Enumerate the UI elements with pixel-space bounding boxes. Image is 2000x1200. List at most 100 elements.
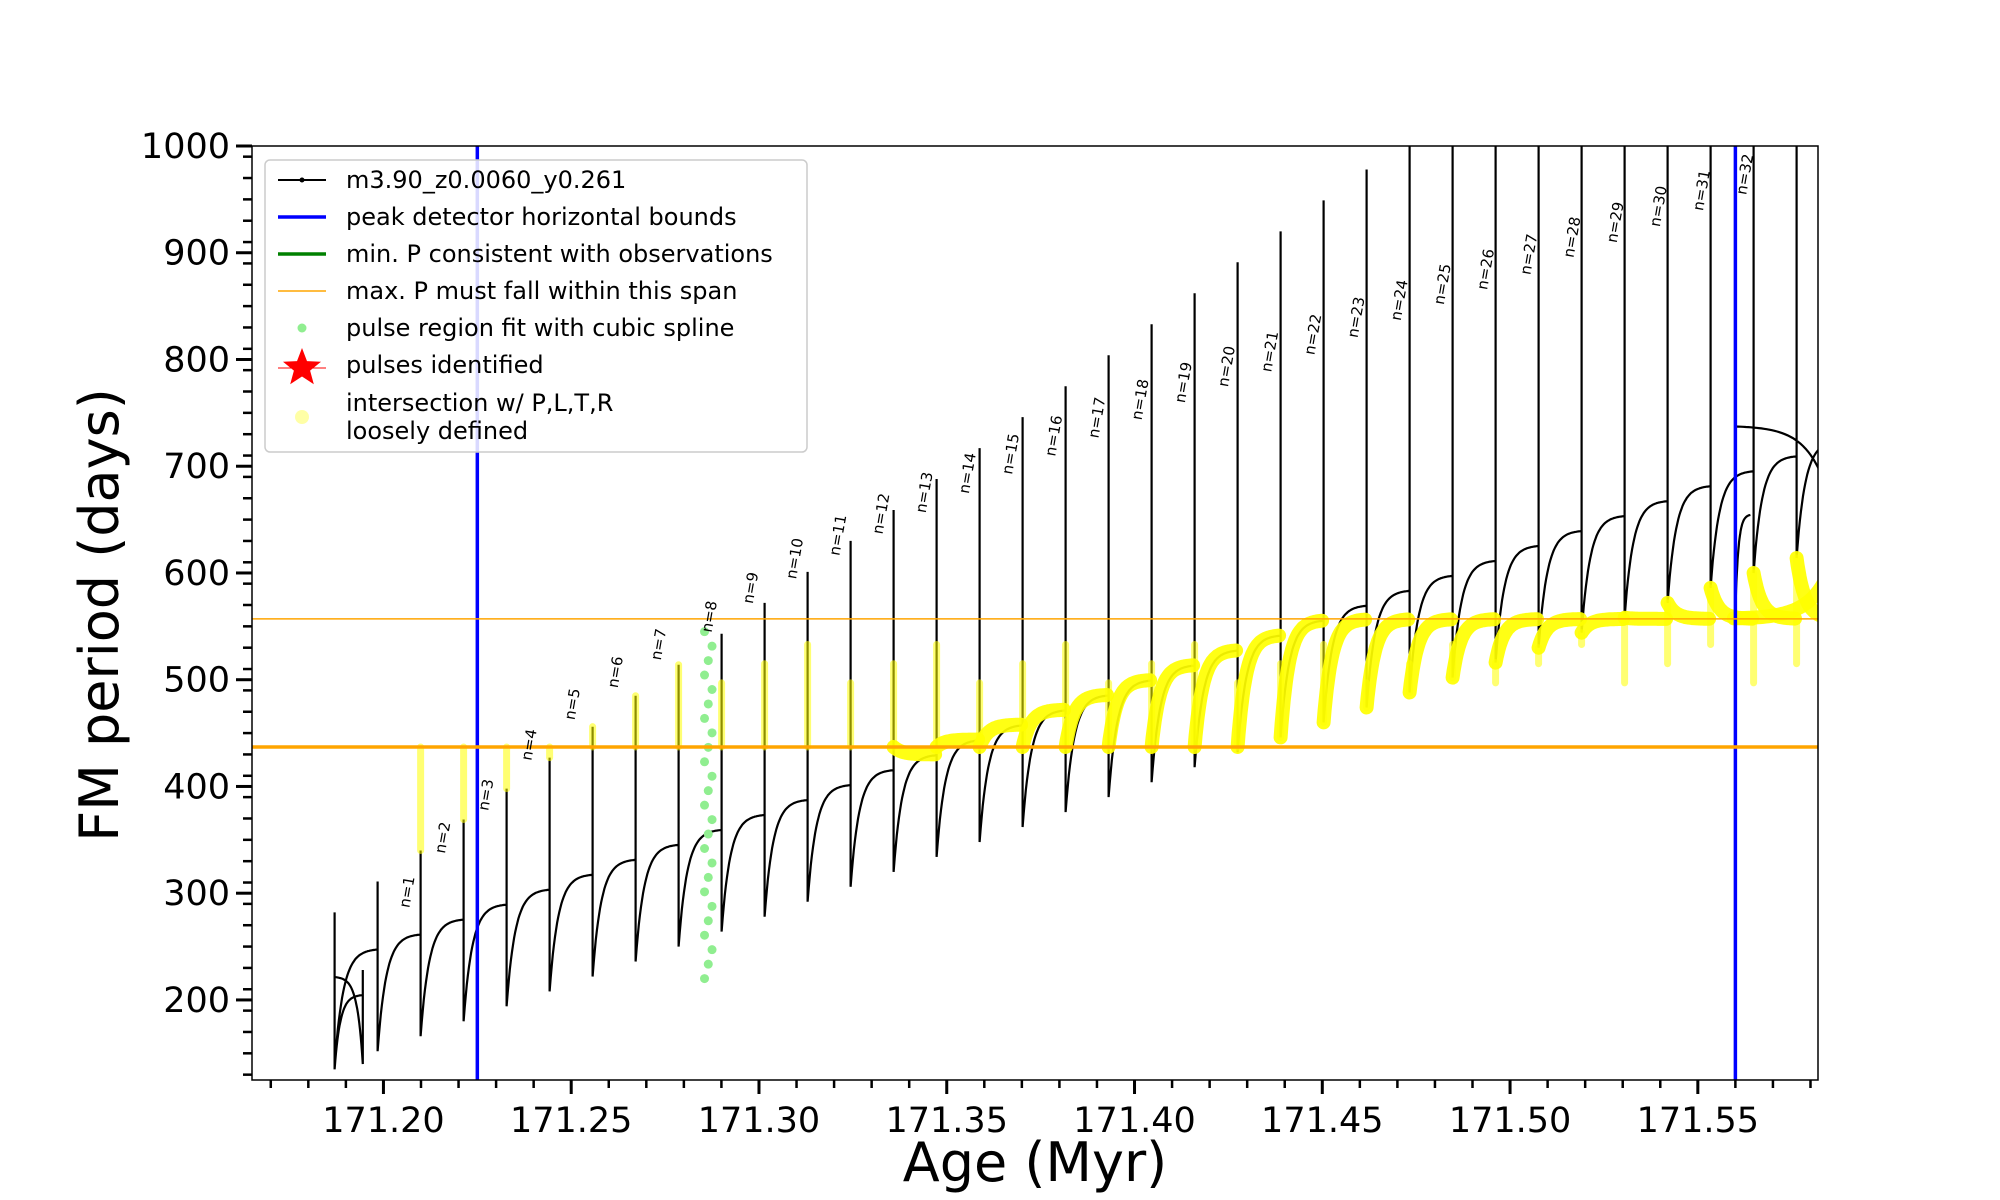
spline-point	[700, 974, 710, 984]
pulse-label: n=2	[431, 820, 454, 854]
x-tick-label: 171.50	[1449, 1101, 1571, 1141]
spline-point	[703, 699, 713, 709]
pulse-label: n=24	[1387, 278, 1412, 322]
pulse-label: n=8	[698, 599, 721, 633]
spline-point	[707, 815, 717, 825]
pulse-label: n=23	[1344, 295, 1369, 339]
intersection-band	[1531, 612, 1588, 655]
spline-point	[703, 786, 713, 796]
pulse-label: n=22	[1301, 313, 1326, 357]
spline-point	[703, 872, 713, 882]
x-tick-label: 171.40	[1073, 1101, 1195, 1141]
pulse-label: n=4	[518, 728, 541, 762]
pulse-label: n=3	[474, 778, 497, 812]
spline-point	[707, 771, 717, 781]
x-tick-label: 171.45	[1261, 1101, 1383, 1141]
pulse-label: n=12	[869, 492, 894, 536]
x-tick-label: 171.30	[698, 1101, 820, 1141]
legend-label: pulses identified	[346, 351, 544, 379]
legend-label: intersection w/ P,L,T,R	[346, 389, 613, 417]
spline-point	[703, 656, 713, 666]
y-tick-label: 300	[163, 874, 230, 914]
spline-point	[707, 858, 717, 868]
intersection-band	[1726, 578, 1818, 626]
plot-frame	[251, 145, 1819, 1081]
spline-point	[707, 684, 717, 694]
spline-point	[707, 641, 717, 651]
pulse-label: n=18	[1128, 378, 1153, 422]
legend-label: m3.90_z0.0060_y0.261	[346, 166, 626, 194]
pulse-label: n=7	[647, 627, 670, 661]
intersection-band	[1316, 612, 1373, 730]
x-axis-title: Age (Myr)	[903, 1131, 1168, 1194]
pulse-label: n=6	[604, 655, 627, 689]
pulse-label: n=14	[955, 451, 980, 495]
y-tick-label: 500	[163, 661, 230, 701]
intersection-band	[1445, 612, 1502, 685]
spline-point	[700, 800, 710, 810]
pulse-label: n=19	[1171, 361, 1196, 405]
pulse-label: n=13	[912, 471, 937, 515]
x-tick-label: 171.55	[1637, 1101, 1759, 1141]
intersection-band	[1101, 673, 1158, 754]
y-tick-label: 800	[163, 340, 230, 380]
spline-point	[700, 844, 710, 854]
legend-swatch-marker	[299, 177, 305, 183]
legend-swatch-spline	[297, 323, 307, 333]
spline-point	[700, 887, 710, 897]
spline-point	[703, 829, 713, 839]
pulse-label: n=20	[1214, 345, 1239, 389]
intersection-band	[1230, 628, 1287, 754]
y-tick-label: 700	[163, 447, 230, 487]
pulse-label: n=10	[782, 537, 807, 581]
spline-point	[700, 757, 710, 767]
pulse-label: n=5	[561, 687, 584, 721]
pulse-label: n=21	[1257, 330, 1282, 374]
intersection-band	[1058, 688, 1115, 754]
legend-label: loosely defined	[346, 417, 528, 445]
x-tick-label: 171.25	[510, 1101, 632, 1141]
intersection-band	[1359, 612, 1416, 715]
legend-label: pulse region fit with cubic spline	[346, 314, 734, 342]
pulse-label: n=26	[1473, 247, 1498, 291]
spline-point	[707, 945, 717, 955]
spline-point	[703, 916, 713, 926]
legend-label: peak detector horizontal bounds	[346, 203, 737, 231]
y-tick-label: 900	[163, 234, 230, 274]
y-axis-title: FM period (days)	[68, 388, 131, 842]
legend-label: max. P must fall within this span	[346, 277, 737, 305]
pulse-label: n=15	[998, 432, 1023, 476]
intersection-band	[929, 732, 986, 754]
legend-box	[264, 159, 808, 453]
spline-point	[703, 959, 713, 969]
pulse-label: n=25	[1430, 262, 1455, 306]
spline-point	[700, 930, 710, 940]
pulse-label: n=16	[1041, 414, 1066, 458]
pulse-label: n=9	[739, 571, 762, 605]
y-tick-label: 200	[163, 981, 230, 1021]
intersection-band	[1574, 612, 1631, 640]
y-tick-label: 400	[163, 767, 230, 807]
spline-point	[707, 728, 717, 738]
intersection-points	[417, 551, 1818, 855]
y-tick-label: 600	[163, 554, 230, 594]
y-tick-label: 1000	[141, 127, 230, 167]
legend-swatch-star	[283, 348, 321, 385]
intersection-band	[1273, 613, 1330, 745]
spline-point	[700, 670, 710, 680]
legend-label: min. P consistent with observations	[346, 240, 773, 268]
intersection-band	[972, 717, 1029, 754]
legend-swatch-intersection	[295, 410, 309, 424]
x-tick-label: 171.35	[886, 1101, 1008, 1141]
intersection-band	[1660, 595, 1717, 626]
pulse-label: n=11	[825, 513, 850, 557]
intersection-band	[1187, 643, 1244, 754]
intersection-band	[1015, 702, 1072, 754]
spline-point	[700, 627, 710, 637]
intersection-band	[1488, 612, 1545, 670]
intersection-band	[1402, 612, 1459, 700]
pulse-label: n=1	[395, 875, 418, 909]
x-tick-label: 171.20	[322, 1101, 444, 1141]
